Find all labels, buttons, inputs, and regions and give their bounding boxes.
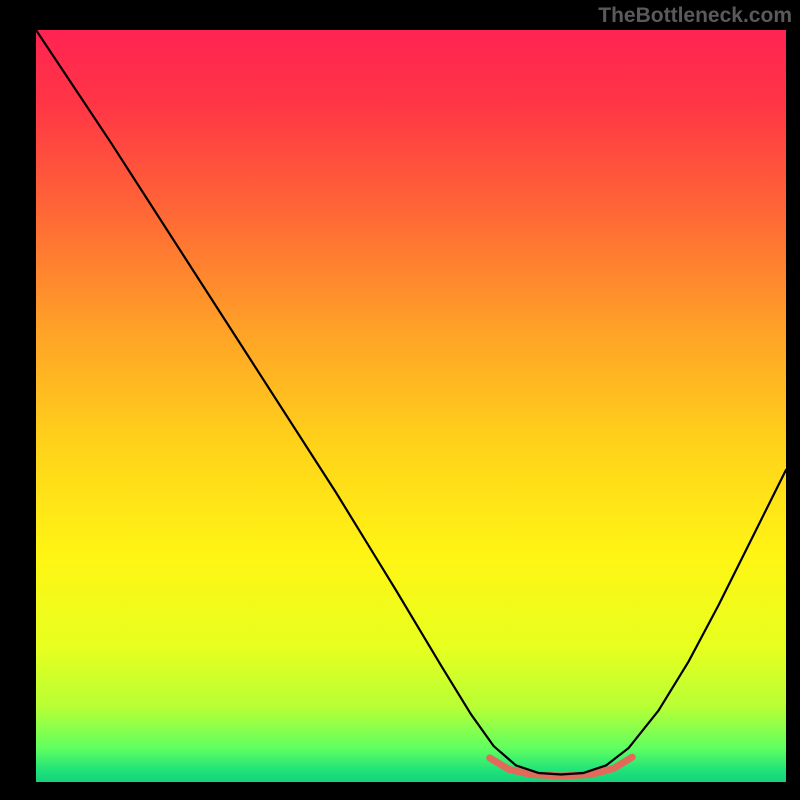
chart-container: TheBottleneck.com (0, 0, 800, 800)
watermark-text: TheBottleneck.com (598, 4, 792, 27)
watermark: TheBottleneck.com (598, 4, 792, 28)
bottleneck-chart (0, 0, 800, 800)
